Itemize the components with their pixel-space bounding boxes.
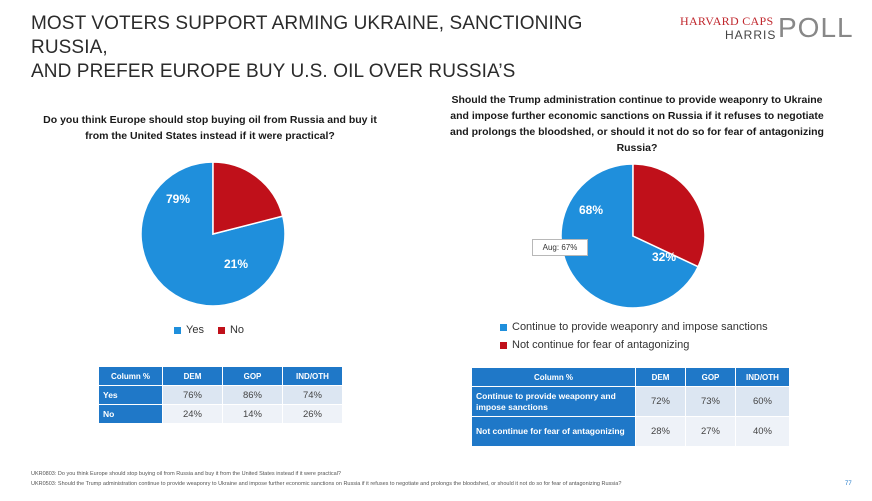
table-header-row: Column % DEM GOP IND/OTH <box>471 367 790 387</box>
table-header-cell: DEM <box>162 366 223 386</box>
pie-slice-not <box>632 163 706 268</box>
pie-slice-no <box>212 161 284 235</box>
slide-title-line-2: AND PREFER EUROPE BUY U.S. OIL OVER RUSS… <box>31 61 516 82</box>
table-row: Continue to provide weaponry and impose … <box>471 386 790 417</box>
crosstab-table-oil: Column % DEM GOP IND/OTH Yes 76% 86% 74%… <box>98 366 343 424</box>
table-row: No 24% 14% 26% <box>98 404 343 424</box>
table-cell: 86% <box>222 385 283 405</box>
table-cell: 76% <box>162 385 223 405</box>
legend-item-yes: Yes <box>174 321 204 339</box>
slide-title-line-1: MOST VOTERS SUPPORT ARMING UKRAINE, SANC… <box>31 13 583 58</box>
pie-data-label: 21% <box>224 257 248 271</box>
table-header-cell: IND/OTH <box>282 366 343 386</box>
row-label: Yes <box>98 385 163 405</box>
row-label: Continue to provide weaponry and impose … <box>471 386 636 417</box>
table-header-cell: Column % <box>98 366 163 386</box>
pie-1-legend: Yes No <box>174 321 244 339</box>
legend-swatch-yes <box>174 326 181 334</box>
pie-slice-continue <box>560 163 700 309</box>
table-header-cell: DEM <box>635 367 686 387</box>
row-label: No <box>98 404 163 424</box>
legend-label-no: No <box>229 324 245 336</box>
table-cell: 24% <box>162 404 223 424</box>
legend-item-continue: Continue to provide weaponry and impose … <box>500 318 768 336</box>
crosstab-table-weaponry: Column % DEM GOP IND/OTH Continue to pro… <box>471 367 790 447</box>
table-cell: 73% <box>685 386 736 417</box>
legend-label-not-continue: Not continue for fear of antagonizing <box>512 339 690 351</box>
legend-item-no: No <box>217 321 245 339</box>
slide-title: MOST VOTERS SUPPORT ARMING UKRAINE, SANC… <box>31 12 651 84</box>
table-cell: 40% <box>735 416 790 447</box>
table-header-cell: Column % <box>471 367 636 387</box>
page-number: 77 <box>845 481 852 487</box>
table-header-cell: GOP <box>222 366 283 386</box>
pie-chart-weaponry: 68% 32% <box>560 163 706 309</box>
table-cell: 27% <box>685 416 736 447</box>
legend-label-continue: Continue to provide weaponry and impose … <box>512 321 768 333</box>
pie-chart-oil: 79% 21% <box>140 161 286 307</box>
table-header-cell: IND/OTH <box>735 367 790 387</box>
pie-data-label: 32% <box>652 250 676 264</box>
footnote-question-2: UKR0503: Should the Trump administration… <box>31 481 622 487</box>
legend-swatch-no <box>217 326 225 334</box>
row-label: Not continue for fear of antagonizing <box>471 416 636 447</box>
harvard-caps-harris-poll-logo: HARVARD CAPS HARRIS POLL <box>680 12 853 48</box>
pie-data-label: 68% <box>579 203 603 217</box>
legend-item-not-continue: Not continue for fear of antagonizing <box>500 336 768 354</box>
legend-swatch-not-continue <box>500 341 507 349</box>
table-cell: 28% <box>635 416 686 447</box>
table-header-cell: GOP <box>685 367 736 387</box>
table-cell: 14% <box>222 404 283 424</box>
table-cell: 60% <box>735 386 790 417</box>
pie-data-label: 79% <box>166 192 190 206</box>
table-cell: 74% <box>282 385 343 405</box>
logo-line-2: HARRIS <box>725 28 777 42</box>
footnote-question-1: UKR0803: Do you think Europe should stop… <box>31 471 341 477</box>
question-1: Do you think Europe should stop buying o… <box>43 114 377 142</box>
logo-poll: POLL <box>778 12 854 43</box>
legend-label-yes: Yes <box>186 324 204 336</box>
aug-comparison-callout: Aug: 67% <box>532 239 588 256</box>
logo-line-1: HARVARD CAPS <box>680 14 774 28</box>
table-row: Yes 76% 86% 74% <box>98 385 343 405</box>
table-cell: 26% <box>282 404 343 424</box>
table-row: Not continue for fear of antagonizing 28… <box>471 416 790 447</box>
question-2: Should the Trump administration continue… <box>450 94 824 154</box>
table-header-row: Column % DEM GOP IND/OTH <box>98 366 343 386</box>
pie-2-legend: Continue to provide weaponry and impose … <box>500 318 768 354</box>
legend-swatch-continue <box>500 323 507 331</box>
table-cell: 72% <box>635 386 686 417</box>
